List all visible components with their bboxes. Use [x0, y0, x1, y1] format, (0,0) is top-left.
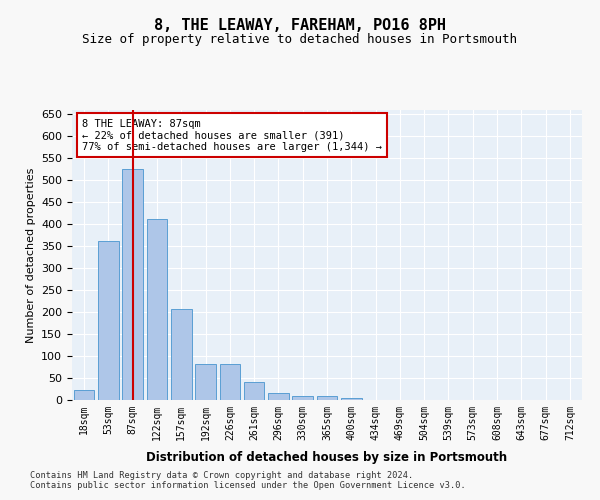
Text: Contains HM Land Registry data © Crown copyright and database right 2024.
Contai: Contains HM Land Registry data © Crown c…	[30, 470, 466, 490]
Y-axis label: Number of detached properties: Number of detached properties	[26, 168, 35, 342]
Bar	[268, 392, 289, 400]
Text: 8, THE LEAWAY, FAREHAM, PO16 8PH: 8, THE LEAWAY, FAREHAM, PO16 8PH	[154, 18, 446, 32]
X-axis label: Distribution of detached houses by size in Portsmouth: Distribution of detached houses by size …	[146, 451, 508, 464]
Bar	[244, 382, 265, 400]
Bar	[146, 218, 167, 400]
Bar	[171, 309, 191, 400]
Text: 8 THE LEAWAY: 87sqm
← 22% of detached houses are smaller (391)
77% of semi-detac: 8 THE LEAWAY: 87sqm ← 22% of detached ho…	[82, 118, 382, 152]
Text: Size of property relative to detached houses in Portsmouth: Size of property relative to detached ho…	[83, 32, 517, 46]
Bar	[74, 390, 94, 400]
Bar	[195, 364, 216, 400]
Bar	[98, 240, 119, 400]
Bar	[122, 169, 143, 400]
Bar	[220, 364, 240, 400]
Bar	[317, 396, 337, 400]
Bar	[292, 396, 313, 400]
Bar	[341, 398, 362, 400]
